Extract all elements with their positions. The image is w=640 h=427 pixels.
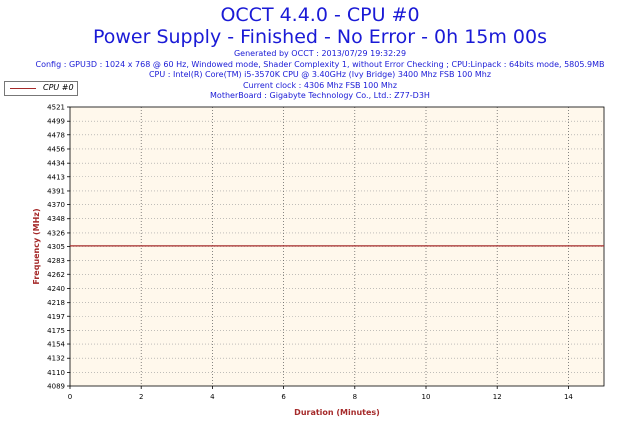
y-axis-title: Frequency (MHz) bbox=[32, 208, 41, 284]
plot-border bbox=[69, 106, 605, 387]
y-tick-label: 4326 bbox=[47, 229, 65, 237]
x-tick-label: 6 bbox=[281, 393, 286, 401]
info-config: Config : GPU3D : 1024 x 768 @ 60 Hz, Win… bbox=[35, 59, 605, 69]
y-tick-label: 4456 bbox=[47, 145, 65, 153]
y-tick-label: 4434 bbox=[47, 160, 65, 168]
info-cpu: CPU : Intel(R) Core(TM) i5-3570K CPU @ 3… bbox=[148, 70, 492, 79]
y-tick-label: 4132 bbox=[47, 355, 65, 363]
y-tick-label: 4240 bbox=[47, 285, 65, 293]
chart-title: OCCT 4.4.0 - CPU #0 bbox=[220, 4, 420, 26]
legend-label-cpu0: CPU #0 bbox=[43, 83, 74, 92]
x-tick-label: 0 bbox=[68, 393, 72, 401]
info-motherboard: MotherBoard : Gigabyte Technology Co., L… bbox=[210, 91, 430, 100]
x-tick-label: 12 bbox=[493, 393, 502, 401]
legend-swatch-cpu0 bbox=[10, 88, 36, 89]
y-tick-label: 4218 bbox=[47, 299, 65, 307]
y-tick-label: 4089 bbox=[47, 383, 65, 391]
y-tick-label: 4370 bbox=[47, 201, 65, 209]
y-tick-label: 4154 bbox=[47, 341, 65, 349]
x-tick-label: 2 bbox=[139, 393, 143, 401]
y-tick-label: 4521 bbox=[47, 104, 65, 112]
y-tick-label: 4175 bbox=[47, 327, 65, 335]
y-tick-label: 4478 bbox=[47, 131, 65, 139]
y-tick-label: 4391 bbox=[47, 187, 65, 195]
y-tick-label: 4499 bbox=[47, 118, 65, 126]
info-generated: Generated by OCCT : 2013/07/29 19:32:29 bbox=[233, 49, 407, 58]
y-tick-label: 4348 bbox=[47, 215, 65, 223]
chart-legend: CPU #0 bbox=[4, 81, 78, 96]
y-tick-label: 4305 bbox=[47, 243, 65, 251]
y-tick-label: 4262 bbox=[47, 271, 65, 279]
chart-subtitle: Power Supply - Finished - No Error - 0h … bbox=[92, 26, 548, 48]
y-tick-label: 4283 bbox=[47, 257, 65, 265]
x-tick-label: 10 bbox=[422, 393, 431, 401]
x-tick-label: 8 bbox=[353, 393, 357, 401]
y-tick-label: 4197 bbox=[47, 313, 65, 321]
y-tick-label: 4413 bbox=[47, 173, 65, 181]
x-tick-label: 14 bbox=[564, 393, 573, 401]
y-tick-label: 4110 bbox=[47, 369, 65, 377]
x-tick-label: 4 bbox=[210, 393, 215, 401]
info-current-clock: Current clock : 4306 Mhz FSB 100 Mhz bbox=[242, 80, 398, 90]
x-axis-title: Duration (Minutes) bbox=[294, 408, 380, 417]
